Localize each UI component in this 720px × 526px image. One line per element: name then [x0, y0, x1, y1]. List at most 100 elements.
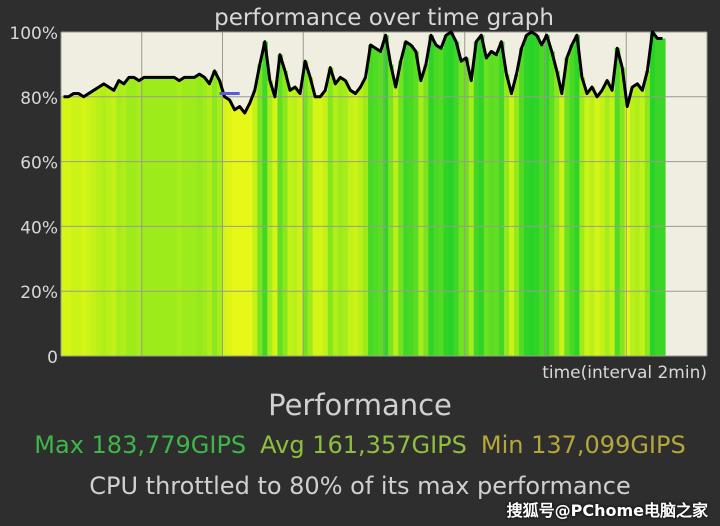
performance-bar	[111, 90, 117, 356]
performance-bar	[609, 90, 616, 356]
performance-bar	[262, 41, 268, 356]
performance-bar	[458, 61, 465, 356]
grid-lines	[60, 31, 708, 357]
performance-bar	[534, 35, 540, 357]
performance-bar	[574, 35, 581, 357]
performance-bar	[337, 77, 344, 357]
performance-bar	[629, 87, 636, 356]
performance-bar	[579, 77, 586, 357]
performance-bar	[619, 67, 626, 356]
performance-bar	[584, 93, 591, 356]
performance-bar	[206, 83, 213, 356]
performance-bar	[156, 77, 163, 357]
max-stat: Max 183,779GIPS	[34, 431, 247, 459]
performance-bar	[126, 77, 133, 357]
performance-bar	[393, 87, 399, 356]
performance-bar	[322, 90, 329, 356]
performance-bar	[201, 77, 208, 357]
performance-bar	[654, 38, 661, 356]
performance-heading: Performance	[268, 388, 452, 422]
performance-bar	[413, 51, 419, 356]
watermark: 搜狐号@PChome电脑之家	[506, 501, 708, 520]
performance-bar	[604, 80, 611, 356]
performance-bar	[468, 80, 475, 356]
y-tick-label: 80%	[20, 89, 58, 109]
performance-bar	[242, 113, 248, 356]
performance-bar	[186, 77, 193, 357]
performance-bar	[116, 80, 122, 356]
y-tick-label: 20%	[20, 283, 58, 303]
performance-bar	[519, 48, 525, 356]
performance-bar	[634, 83, 641, 356]
performance-bar	[398, 61, 404, 356]
performance-bar	[302, 61, 309, 356]
performance-bar	[659, 38, 666, 356]
performance-bar	[483, 57, 490, 357]
y-tick-label: 40%	[20, 218, 58, 238]
performance-bar	[599, 90, 606, 356]
performance-bar	[96, 87, 102, 356]
throttle-note: CPU throttled to 80% of its max performa…	[89, 472, 631, 500]
performance-bar	[141, 77, 148, 357]
performance-bar	[146, 77, 153, 357]
performance-bar	[181, 77, 188, 357]
performance-bar	[559, 93, 565, 356]
performance-bar	[438, 48, 445, 356]
performance-bar	[544, 35, 550, 357]
performance-bar	[549, 51, 555, 356]
performance-bar	[277, 54, 284, 357]
x-axis-label: time(interval 2min)	[542, 363, 707, 383]
performance-bar	[589, 87, 596, 356]
performance-chart: performance over time graph 0 20% 40% 60% 80…	[9, 5, 708, 383]
performance-bar	[614, 48, 621, 356]
performance-bar	[569, 44, 575, 357]
avg-stat: Avg 161,357GIPS	[260, 431, 467, 459]
performance-bar	[378, 51, 384, 356]
performance-bar	[287, 90, 294, 356]
performance-bar	[368, 44, 374, 357]
performance-bar	[463, 57, 470, 357]
performance-bar	[493, 54, 500, 357]
performance-bar	[352, 93, 359, 356]
performance-bar	[292, 87, 299, 356]
performance-bar	[101, 83, 107, 356]
performance-line	[63, 30, 663, 115]
performance-bar	[267, 80, 273, 356]
performance-bar	[373, 48, 379, 356]
performance-bar	[564, 57, 570, 357]
performance-bar	[453, 41, 460, 356]
performance-bar	[171, 77, 178, 357]
performance-bar	[71, 93, 77, 356]
performance-bar	[554, 70, 560, 356]
performance-bar	[191, 77, 198, 357]
performance-bar	[503, 74, 510, 357]
performance-bar	[423, 64, 430, 357]
performance-bar	[433, 44, 440, 357]
performance-bar	[217, 80, 223, 356]
performance-bar	[514, 74, 520, 357]
performance-bar	[508, 93, 515, 356]
chart-title: performance over time graph	[214, 5, 554, 31]
performance-bar	[252, 90, 258, 356]
performance-bar	[403, 41, 409, 356]
performance-bar	[524, 35, 530, 357]
performance-bar	[166, 77, 173, 357]
performance-bar	[418, 80, 424, 356]
performance-bar	[473, 41, 480, 356]
performance-bar	[91, 90, 97, 356]
performance-bar	[347, 90, 354, 356]
performance-bar	[247, 103, 253, 356]
performance-bar	[332, 83, 339, 356]
performance-bar	[363, 77, 369, 357]
y-tick-label: 0	[47, 348, 58, 368]
performance-bar	[388, 64, 394, 357]
performance-bar	[161, 77, 168, 357]
performance-bar	[136, 80, 143, 356]
performance-bar	[428, 35, 435, 357]
performance-bar	[443, 35, 450, 357]
performance-bar	[86, 93, 92, 356]
performance-bar	[282, 70, 289, 356]
performance-bar	[76, 93, 82, 356]
y-axis-ticks: 0 20% 40% 60% 80% 100%	[9, 24, 58, 368]
performance-bar	[357, 87, 364, 356]
